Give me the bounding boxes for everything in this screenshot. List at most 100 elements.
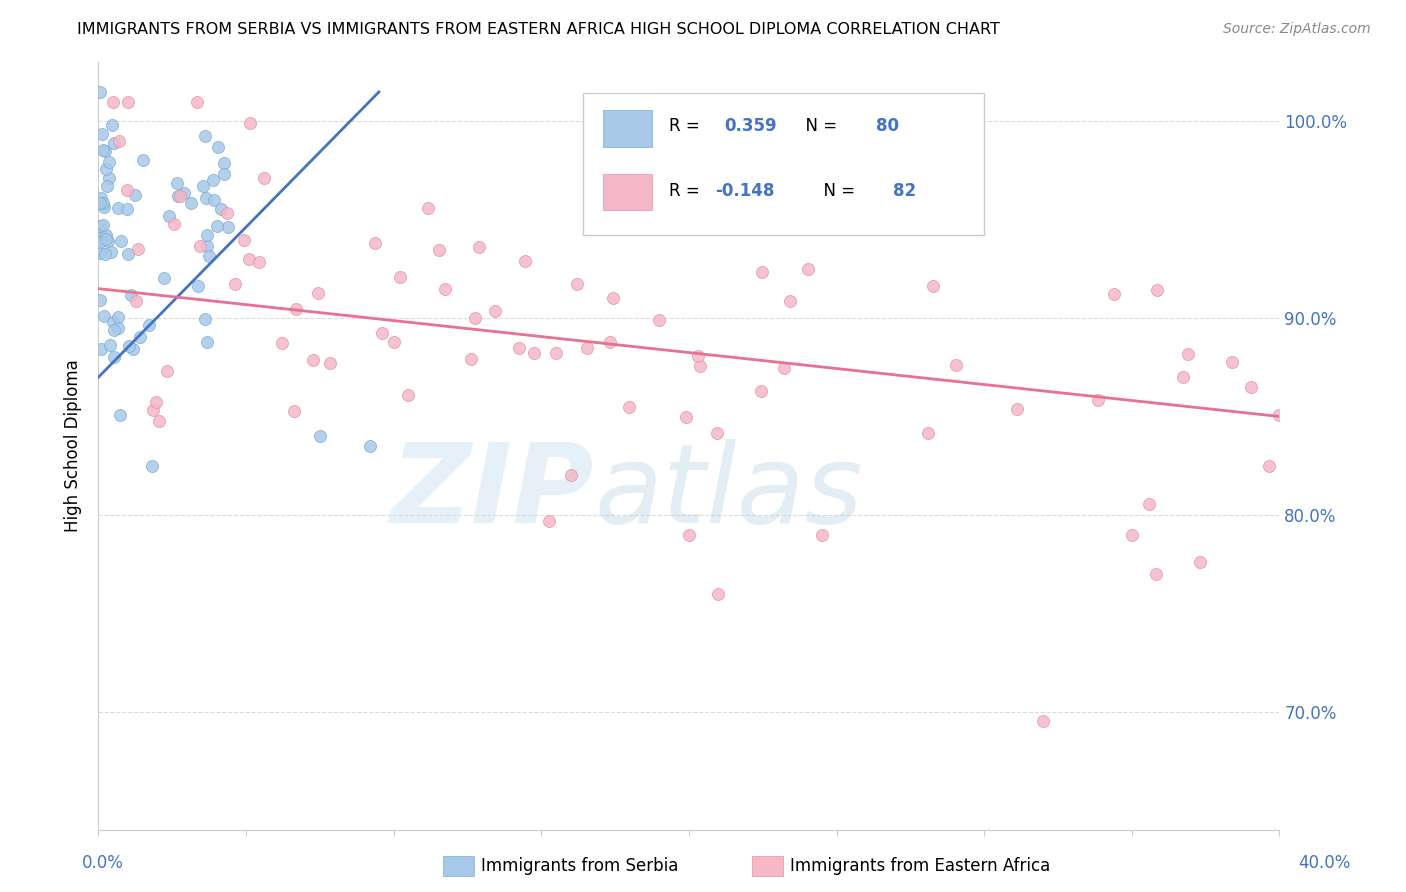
Text: Immigrants from Serbia: Immigrants from Serbia	[481, 857, 678, 875]
Point	[107, 321, 129, 335]
Point	[284, 302, 307, 317]
Point	[94, 145, 117, 159]
Point	[252, 171, 274, 186]
Point	[93, 231, 115, 245]
Text: N =: N =	[813, 182, 860, 200]
Point	[751, 265, 773, 279]
Text: ZIP: ZIP	[391, 439, 595, 546]
Point	[209, 202, 232, 216]
Point	[364, 236, 387, 251]
Point	[117, 247, 139, 261]
Point	[197, 249, 219, 263]
Point	[773, 360, 796, 375]
Point	[1087, 392, 1109, 407]
Point	[388, 269, 411, 284]
Point	[1137, 497, 1160, 511]
Point	[523, 346, 546, 360]
Point	[302, 352, 325, 367]
Text: 0.0%: 0.0%	[82, 855, 124, 872]
Point	[565, 277, 588, 292]
Point	[194, 311, 217, 326]
Point	[247, 255, 270, 269]
Point	[1146, 284, 1168, 298]
Point	[103, 350, 125, 364]
Point	[371, 326, 394, 340]
Point	[224, 277, 246, 292]
Point	[98, 171, 121, 186]
Point	[96, 232, 118, 246]
Y-axis label: High School Diploma: High School Diploma	[65, 359, 83, 533]
Point	[145, 394, 167, 409]
Point	[120, 287, 142, 301]
Point	[89, 196, 111, 211]
Point	[1032, 714, 1054, 729]
Point	[127, 242, 149, 256]
Point	[195, 334, 218, 349]
Point	[433, 282, 456, 296]
Point	[212, 155, 235, 169]
Point	[187, 278, 209, 293]
Point	[546, 346, 568, 360]
Point	[749, 384, 772, 399]
Point	[103, 136, 125, 150]
Point	[309, 429, 332, 443]
Point	[678, 527, 700, 541]
Text: -0.148: -0.148	[714, 182, 775, 200]
Point	[118, 339, 141, 353]
Point	[195, 227, 218, 242]
Point	[115, 183, 138, 197]
Point	[89, 219, 111, 234]
Point	[89, 245, 111, 260]
Point	[101, 118, 124, 132]
Text: 80: 80	[876, 117, 898, 135]
Point	[98, 338, 121, 352]
Point	[560, 467, 582, 482]
Point	[108, 408, 131, 422]
Point	[464, 311, 486, 326]
Point	[93, 247, 115, 261]
Point	[128, 330, 150, 344]
Point	[89, 234, 111, 248]
Point	[1102, 287, 1125, 301]
Point	[91, 195, 114, 210]
Point	[217, 219, 239, 234]
FancyBboxPatch shape	[603, 174, 652, 211]
Point	[318, 356, 340, 370]
Point	[1005, 401, 1028, 416]
Point	[537, 514, 560, 528]
Text: N =: N =	[796, 117, 842, 135]
Point	[460, 352, 482, 367]
Point	[89, 293, 111, 308]
Point	[416, 201, 439, 215]
Point	[89, 85, 111, 99]
Point	[811, 527, 834, 541]
Point	[1257, 459, 1279, 474]
Point	[138, 318, 160, 332]
Point	[195, 238, 218, 252]
Point	[188, 239, 211, 253]
Text: atlas: atlas	[595, 439, 863, 546]
Point	[91, 219, 114, 233]
Point	[585, 214, 607, 228]
Text: R =: R =	[669, 182, 704, 200]
Point	[167, 189, 190, 203]
Point	[917, 426, 939, 441]
Point	[307, 286, 329, 301]
Point	[1177, 347, 1199, 361]
Point	[94, 227, 117, 242]
Point	[121, 342, 143, 356]
Text: Immigrants from Eastern Africa: Immigrants from Eastern Africa	[790, 857, 1050, 875]
Point	[921, 278, 943, 293]
Point	[194, 129, 217, 144]
Point	[648, 312, 671, 326]
Point	[617, 400, 640, 414]
Point	[1220, 355, 1243, 369]
Point	[110, 234, 132, 248]
Point	[132, 153, 155, 167]
Point	[202, 172, 225, 186]
FancyBboxPatch shape	[603, 110, 652, 147]
Text: Source: ZipAtlas.com: Source: ZipAtlas.com	[1223, 22, 1371, 37]
Point	[91, 143, 114, 157]
Point	[166, 176, 188, 190]
Point	[232, 233, 254, 247]
